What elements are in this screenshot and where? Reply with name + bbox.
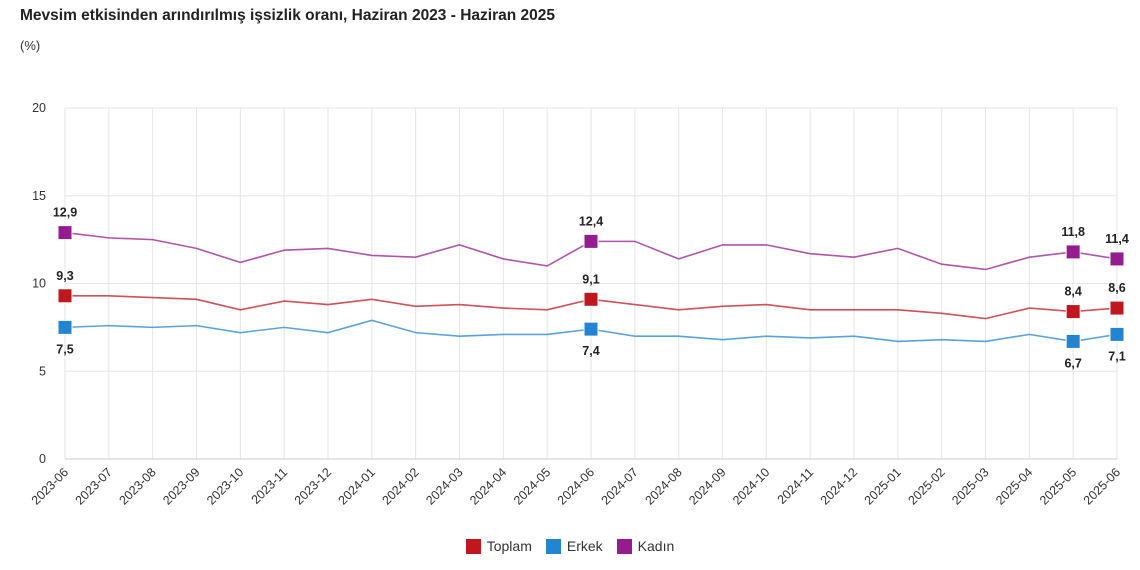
x-tick-label: 2024-05 [511, 465, 553, 507]
y-tick-label: 5 [39, 364, 46, 378]
legend-swatch [545, 538, 561, 554]
legend-swatch [616, 538, 632, 554]
data-marker [57, 319, 73, 335]
x-tick-label: 2024-03 [423, 465, 465, 507]
x-tick-label: 2025-04 [993, 465, 1035, 507]
data-label: 11,8 [1061, 225, 1085, 239]
data-marker [583, 233, 599, 249]
data-marker [57, 288, 73, 304]
data-marker [1065, 304, 1081, 320]
x-tick-label: 2023-11 [249, 465, 291, 507]
chart-title: Mevsim etkisinden arındırılmış işsizlik … [20, 7, 555, 24]
x-tick-label: 2024-11 [775, 465, 817, 507]
x-tick-label: 2023-08 [116, 465, 158, 507]
x-tick-label: 2023-12 [292, 465, 334, 507]
x-tick-label: 2024-01 [336, 465, 378, 507]
y-tick-label: 20 [32, 101, 46, 115]
legend-item-toplam[interactable]: Toplam [465, 538, 532, 554]
data-marker [1109, 326, 1125, 342]
data-label: 9,3 [56, 269, 73, 283]
data-marker [57, 225, 73, 241]
x-tick-label: 2025-01 [862, 465, 904, 507]
x-tick-label: 2025-02 [905, 465, 947, 507]
data-label: 12,9 [53, 206, 77, 220]
x-tick-label: 2024-07 [599, 465, 641, 507]
x-tick-label: 2024-08 [642, 465, 684, 507]
data-marker [583, 291, 599, 307]
x-tick-label: 2023-10 [204, 465, 246, 507]
y-tick-label: 10 [32, 277, 46, 291]
x-tick-label: 2024-10 [730, 465, 772, 507]
data-marker [1065, 244, 1081, 260]
x-tick-label: 2024-12 [818, 465, 860, 507]
data-marker [583, 321, 599, 337]
data-label: 7,5 [56, 342, 73, 356]
legend-item-kadın[interactable]: Kadın [616, 538, 675, 554]
y-tick-label: 15 [32, 189, 46, 203]
data-label: 7,4 [582, 344, 599, 358]
x-tick-label: 2023-07 [73, 465, 115, 507]
y-axis-unit: (%) [20, 38, 41, 53]
legend: Toplam Erkek Kadın [0, 538, 1140, 554]
legend-item-erkek[interactable]: Erkek [545, 538, 603, 554]
data-label: 8,6 [1108, 281, 1125, 295]
x-tick-label: 2023-09 [160, 465, 202, 507]
legend-label: Erkek [566, 538, 603, 554]
data-marker [1109, 300, 1125, 316]
data-label: 9,1 [582, 272, 599, 286]
x-tick-label: 2024-09 [686, 465, 728, 507]
legend-label: Toplam [486, 538, 532, 554]
data-marker [1065, 333, 1081, 349]
x-tick-label: 2025-06 [1081, 465, 1123, 507]
data-label: 12,4 [579, 214, 603, 228]
x-tick-label: 2023-06 [29, 465, 71, 507]
x-tick-label: 2024-02 [379, 465, 421, 507]
x-tick-label: 2024-04 [467, 465, 509, 507]
x-tick-label: 2025-05 [1037, 465, 1079, 507]
data-label: 8,4 [1064, 285, 1081, 299]
data-marker [1109, 251, 1125, 267]
data-label: 6,7 [1064, 356, 1081, 370]
data-label: 11,4 [1105, 232, 1129, 246]
y-tick-label: 0 [39, 452, 46, 466]
x-tick-label: 2025-03 [949, 465, 991, 507]
legend-swatch [465, 538, 481, 554]
legend-label: Kadın [637, 538, 675, 554]
x-tick-label: 2024-06 [555, 465, 597, 507]
data-label: 7,1 [1108, 349, 1125, 363]
